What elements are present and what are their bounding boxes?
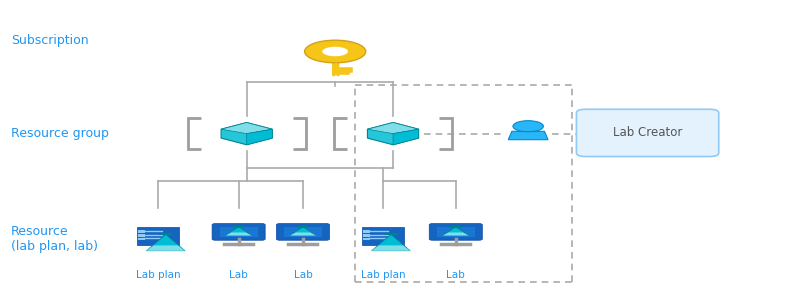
Polygon shape	[367, 122, 419, 134]
Text: Lab: Lab	[294, 270, 312, 280]
Text: Lab: Lab	[229, 270, 248, 280]
Polygon shape	[393, 129, 419, 145]
Polygon shape	[247, 129, 272, 145]
Polygon shape	[371, 245, 410, 251]
Polygon shape	[443, 227, 469, 236]
FancyBboxPatch shape	[277, 224, 329, 240]
FancyBboxPatch shape	[212, 224, 266, 240]
FancyBboxPatch shape	[284, 227, 322, 237]
Polygon shape	[225, 232, 252, 236]
FancyBboxPatch shape	[362, 227, 404, 245]
FancyBboxPatch shape	[137, 227, 179, 245]
FancyBboxPatch shape	[437, 227, 475, 237]
Circle shape	[513, 121, 543, 132]
Polygon shape	[508, 131, 548, 140]
Polygon shape	[367, 122, 419, 145]
Text: Resource group: Resource group	[11, 127, 109, 140]
Polygon shape	[443, 232, 469, 236]
FancyBboxPatch shape	[576, 109, 719, 157]
FancyBboxPatch shape	[138, 238, 144, 240]
Polygon shape	[290, 227, 316, 236]
Circle shape	[304, 40, 366, 63]
FancyBboxPatch shape	[138, 234, 144, 236]
Polygon shape	[371, 234, 410, 251]
Circle shape	[322, 47, 348, 56]
Text: Lab plan: Lab plan	[361, 270, 406, 280]
Polygon shape	[290, 232, 316, 236]
FancyBboxPatch shape	[363, 238, 370, 240]
Polygon shape	[146, 234, 185, 251]
FancyBboxPatch shape	[363, 234, 370, 236]
Text: Resource
(lab plan, lab): Resource (lab plan, lab)	[11, 225, 98, 253]
Text: Lab: Lab	[446, 270, 465, 280]
FancyBboxPatch shape	[429, 224, 483, 240]
Text: Lab Creator: Lab Creator	[613, 126, 682, 140]
Text: Lab plan: Lab plan	[136, 270, 181, 280]
Polygon shape	[221, 122, 272, 134]
Polygon shape	[225, 227, 252, 236]
FancyBboxPatch shape	[220, 227, 257, 237]
FancyBboxPatch shape	[138, 230, 144, 233]
Polygon shape	[221, 122, 272, 145]
Text: Subscription: Subscription	[11, 34, 89, 46]
FancyBboxPatch shape	[363, 230, 370, 233]
Polygon shape	[146, 245, 185, 251]
